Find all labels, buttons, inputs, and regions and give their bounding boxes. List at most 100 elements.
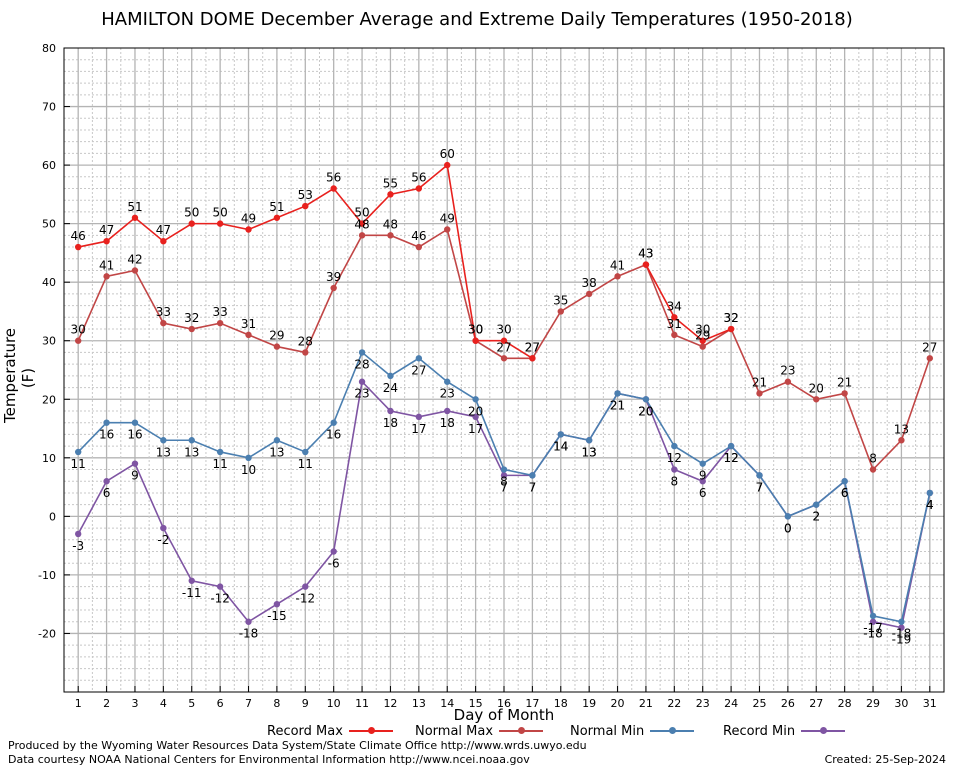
data-label-normal-min: 13 bbox=[156, 445, 171, 459]
data-point-record-max bbox=[472, 337, 479, 344]
data-label-normal-min: 7 bbox=[529, 480, 537, 494]
data-point-record-min bbox=[188, 577, 195, 584]
data-label-normal-min: 13 bbox=[582, 445, 597, 459]
y-tick-label: 50 bbox=[42, 218, 56, 231]
x-tick-label: 4 bbox=[160, 697, 167, 710]
data-label-normal-min: 12 bbox=[723, 451, 738, 465]
data-label-normal-max: 32 bbox=[723, 311, 738, 325]
data-point-normal-max bbox=[74, 337, 82, 344]
data-point-record-max bbox=[188, 220, 195, 227]
data-point-normal-max bbox=[926, 355, 934, 362]
legend-label-record-min: Record Min bbox=[723, 723, 796, 739]
x-tick-label: 21 bbox=[639, 697, 653, 710]
legend-label-record-max: Record Max bbox=[267, 723, 343, 739]
data-label-record-min: 17 bbox=[468, 422, 483, 436]
x-tick-label: 6 bbox=[217, 697, 224, 710]
data-label-normal-min: 20 bbox=[468, 404, 483, 418]
data-label-record-max: 56 bbox=[411, 171, 426, 185]
data-label-normal-max: 31 bbox=[241, 317, 256, 331]
data-point-record-max bbox=[216, 220, 224, 227]
x-tick-label: 9 bbox=[302, 697, 309, 710]
data-label-normal-min: 12 bbox=[667, 451, 682, 465]
data-label-normal-max: 43 bbox=[638, 247, 653, 261]
y-tick-label: 0 bbox=[49, 510, 56, 523]
data-label-record-min: -18 bbox=[239, 627, 259, 641]
data-label-normal-max: 13 bbox=[894, 422, 909, 436]
data-point-normal-max bbox=[103, 273, 110, 280]
data-label-record-min: 7 bbox=[529, 480, 537, 494]
data-label-record-min: -2 bbox=[157, 533, 169, 547]
footer-produced-by: Produced by the Wyoming Water Resources … bbox=[8, 739, 587, 752]
data-point-normal-max bbox=[273, 343, 281, 350]
data-label-normal-max: 32 bbox=[184, 311, 199, 325]
data-label-record-max: 50 bbox=[184, 206, 199, 220]
y-tick-label: 30 bbox=[42, 335, 56, 348]
data-label-normal-max: 38 bbox=[582, 276, 597, 290]
data-label-normal-min: 7 bbox=[756, 480, 764, 494]
x-tick-label: 24 bbox=[724, 697, 738, 710]
legend-item-normal-min: Normal Min bbox=[570, 722, 695, 740]
data-label-record-max: 43 bbox=[638, 247, 653, 261]
data-point-normal-max bbox=[330, 284, 337, 292]
x-tick-label: 22 bbox=[667, 697, 681, 710]
x-tick-label: 23 bbox=[696, 697, 710, 710]
data-point-record-max bbox=[245, 226, 252, 233]
data-point-normal-max bbox=[784, 378, 792, 385]
data-label-normal-min: -18 bbox=[892, 627, 912, 641]
x-tick-label: 8 bbox=[273, 697, 280, 710]
data-point-record-min bbox=[671, 466, 678, 473]
data-label-record-min: 2 bbox=[812, 510, 820, 524]
data-point-normal-max bbox=[557, 308, 564, 315]
data-label-record-min: -12 bbox=[210, 592, 230, 606]
x-tick-label: 5 bbox=[188, 697, 195, 710]
data-label-record-min: -15 bbox=[267, 609, 287, 623]
data-label-normal-min: 23 bbox=[440, 387, 455, 401]
data-point-record-max bbox=[131, 214, 139, 221]
data-point-normal-min bbox=[784, 513, 792, 520]
data-point-record-max bbox=[273, 214, 281, 221]
data-point-normal-min bbox=[529, 472, 536, 479]
data-label-record-min: 7 bbox=[756, 480, 764, 494]
data-label-normal-max: 27 bbox=[525, 340, 540, 354]
data-point-normal-min bbox=[415, 355, 423, 362]
x-tick-label: 29 bbox=[866, 697, 880, 710]
data-point-normal-max bbox=[302, 349, 309, 356]
data-point-normal-max bbox=[387, 232, 394, 239]
data-label-record-min: 4 bbox=[926, 498, 934, 512]
data-label-normal-max: 29 bbox=[695, 329, 710, 343]
data-label-record-min: 20 bbox=[638, 404, 653, 418]
data-label-normal-min: 16 bbox=[326, 428, 341, 442]
data-label-record-min: -12 bbox=[295, 592, 315, 606]
footer-created-date: Created: 25-Sep-2024 bbox=[824, 753, 946, 766]
x-tick-label: 2 bbox=[103, 697, 110, 710]
legend-swatch-record-max bbox=[348, 727, 393, 734]
data-label-normal-min: 13 bbox=[184, 445, 199, 459]
data-label-normal-max: 31 bbox=[667, 317, 682, 331]
legend-swatch-normal-min bbox=[650, 727, 695, 734]
data-label-record-min: 23 bbox=[354, 387, 369, 401]
x-tick-label: 16 bbox=[497, 697, 511, 710]
data-point-normal-min bbox=[727, 442, 735, 450]
legend-item-record-max: Record Max bbox=[267, 722, 393, 740]
data-point-normal-max bbox=[216, 319, 224, 327]
data-label-record-min: 9 bbox=[131, 469, 139, 483]
data-label-record-min: 6 bbox=[699, 486, 707, 500]
data-point-record-min bbox=[330, 548, 337, 555]
data-point-normal-max bbox=[585, 290, 593, 298]
data-point-normal-max bbox=[813, 396, 820, 403]
footer-data-courtesy: Data courtesy NOAA National Centers for … bbox=[8, 753, 530, 766]
data-label-record-max: 27 bbox=[525, 340, 540, 354]
data-point-record-min bbox=[358, 378, 366, 385]
data-label-normal-min: 16 bbox=[127, 428, 142, 442]
data-label-record-max: 47 bbox=[99, 223, 114, 237]
data-label-record-min: 7 bbox=[500, 480, 508, 494]
data-point-record-max bbox=[642, 261, 650, 268]
data-label-normal-min: 20 bbox=[638, 404, 653, 418]
data-label-record-max: 60 bbox=[440, 147, 455, 161]
data-point-record-min bbox=[387, 407, 394, 415]
data-point-record-min bbox=[898, 624, 905, 631]
y-tick-label: -20 bbox=[38, 627, 56, 640]
x-tick-label: 13 bbox=[412, 697, 426, 710]
data-point-record-min bbox=[74, 530, 82, 538]
data-label-record-min: -6 bbox=[328, 556, 340, 570]
